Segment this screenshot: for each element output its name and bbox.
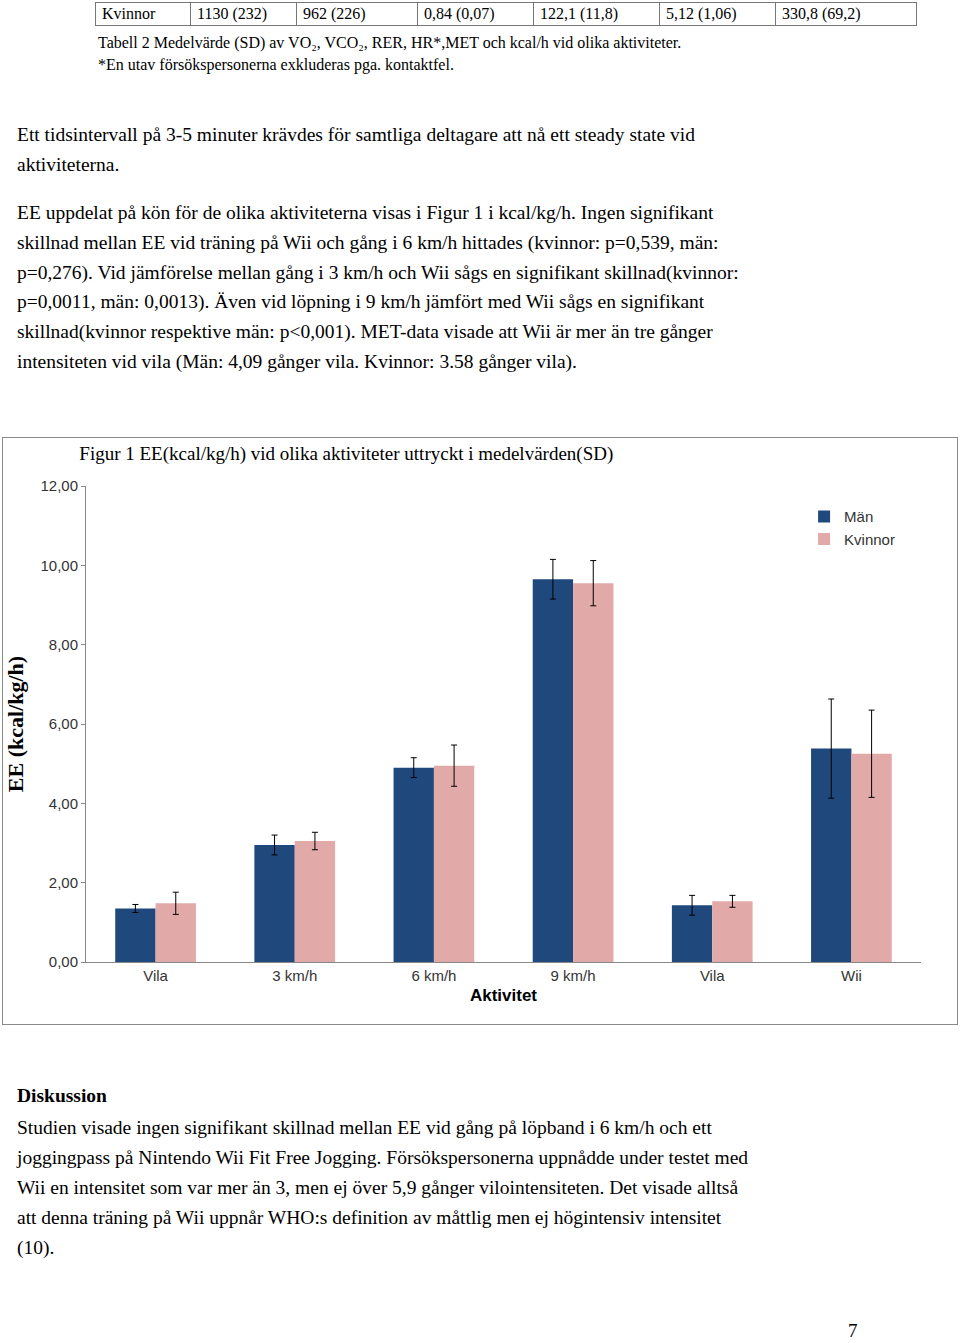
html-text:p=0,0011, män: 0,0013). Även v: p=0,0011, män: 0,0013). Även vid löpning… (17, 291, 705, 312)
html-text:Diskussion: Diskussion (17, 1085, 107, 1106)
svg-text:Kvinnor: Kvinnor (844, 531, 895, 548)
svg-text:EE (kcal/kg/h): EE (kcal/kg/h) (3, 656, 28, 792)
svg-text:3 km/h: 3 km/h (272, 967, 317, 984)
html-text:joggingpass på Nintendo Wii Fi: joggingpass på Nintendo Wii Fit Free Jog… (17, 1147, 749, 1168)
svg-text:Figur 1 EE(kcal/kg/h) vid olik: Figur 1 EE(kcal/kg/h) vid olika aktivite… (79, 443, 613, 465)
html-text:0,84 (0,07): 0,84 (0,07) (424, 5, 495, 22)
html-text:Tabell 2 Medelvärde (SD) av VO: Tabell 2 Medelvärde (SD) av VO₂, VCO₂, R… (98, 34, 682, 51)
html-text:(10).: (10). (17, 1237, 55, 1258)
html-text:skillnad(kvinnor respektive mä: skillnad(kvinnor respektive män: p<0,001… (17, 321, 713, 342)
svg-text:Män: Män (844, 508, 873, 525)
html-text:EE uppdelat på kön för de olik: EE uppdelat på kön för de olika aktivite… (17, 202, 714, 223)
html-text:skillnad mellan EE vid träning: skillnad mellan EE vid träning på Wii oc… (17, 232, 719, 253)
html-text:p=0,276). Vid jämförelse mella: p=0,276). Vid jämförelse mellan gång i 3… (17, 262, 739, 283)
html-text:7: 7 (848, 1320, 858, 1341)
svg-text:6 km/h: 6 km/h (411, 967, 456, 984)
html-text:Ett tidsintervall på 3-5 minut: Ett tidsintervall på 3-5 minuter krävdes… (17, 124, 695, 145)
svg-text:2,00: 2,00 (49, 874, 78, 891)
svg-text:Aktivitet: Aktivitet (470, 986, 537, 1005)
svg-text:Vila: Vila (700, 967, 725, 984)
html-text:aktiviteterna.: aktiviteterna. (17, 154, 120, 175)
html-text:1130 (232): 1130 (232) (197, 5, 268, 22)
svg-text:Vila: Vila (143, 967, 168, 984)
html-text:Studien visade ingen signifika: Studien visade ingen signifikant skillna… (17, 1117, 712, 1138)
html-text:Wii en intensitet som var mer: Wii en intensitet som var mer än 3, men … (17, 1177, 739, 1198)
svg-text:4,00: 4,00 (49, 795, 78, 812)
svg-text:0,00: 0,00 (49, 953, 78, 970)
svg-text:6,00: 6,00 (49, 715, 78, 732)
html-text:122,1 (11,8): 122,1 (11,8) (540, 5, 619, 22)
html-text:Kvinnor: Kvinnor (102, 5, 156, 22)
html-text:330,8 (69,2): 330,8 (69,2) (782, 5, 861, 22)
html-text:att denna träning på Wii uppnå: att denna träning på Wii uppnår WHO:s de… (17, 1207, 722, 1228)
html-text:962 (226): 962 (226) (303, 5, 366, 22)
svg-text:9 km/h: 9 km/h (551, 967, 596, 984)
svg-text:8,00: 8,00 (49, 636, 78, 653)
svg-text:Wii: Wii (841, 967, 862, 984)
html-text:5,12 (1,06): 5,12 (1,06) (666, 5, 737, 22)
svg-text:10,00: 10,00 (40, 557, 78, 574)
html-text:intensiteten vid vila (Män: 4,: intensiteten vid vila (Män: 4,09 gånger … (17, 351, 577, 372)
svg-text:12,00: 12,00 (40, 477, 78, 494)
html-text:*En utav försökspersonerna exk: *En utav försökspersonerna exkluderas pg… (98, 56, 454, 73)
